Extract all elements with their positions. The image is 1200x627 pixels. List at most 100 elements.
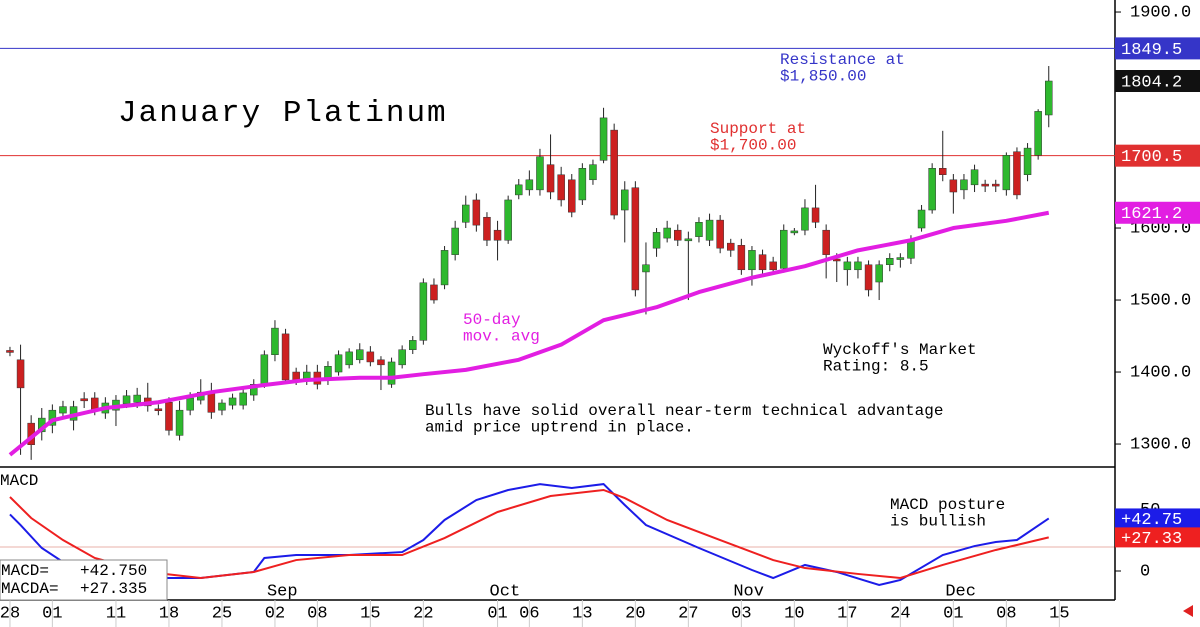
y-tick-label: 1900.0 <box>1130 4 1191 23</box>
candle-body <box>928 168 936 211</box>
candle-body <box>80 398 88 402</box>
candle-body <box>356 349 364 361</box>
x-tick-label: 15 <box>1049 604 1069 623</box>
y-tick-label: 1600.0 <box>1130 220 1191 239</box>
candle-body <box>366 351 375 363</box>
candle-body <box>515 184 523 196</box>
candle-body <box>578 168 587 201</box>
moving-average-annotation: mov. avg <box>463 328 540 346</box>
legend-name: MACDA= <box>1 580 59 598</box>
candle-body <box>260 354 269 386</box>
candle-body <box>705 219 714 241</box>
candle-body <box>16 359 25 389</box>
candle-body <box>59 406 67 414</box>
legend-name: MACD= <box>1 562 49 580</box>
macd-value-box <box>1115 508 1200 529</box>
candle-body <box>589 164 597 181</box>
x-tick-label: 18 <box>159 604 179 623</box>
last-close-box <box>1115 70 1200 93</box>
annotation: Wyckoff's Market <box>823 341 977 359</box>
candle-body <box>207 391 216 413</box>
support-annotation: Support at <box>710 120 806 138</box>
x-tick-label: 10 <box>784 604 804 623</box>
candle-body <box>239 392 247 406</box>
moving-average-line <box>8 210 1050 457</box>
candle-body <box>430 284 438 301</box>
candle-body <box>557 174 565 201</box>
candle-body <box>472 199 481 226</box>
annotation: Rating: 8.5 <box>823 358 929 376</box>
x-month-label: Nov <box>733 582 764 601</box>
candle-body <box>419 282 428 341</box>
candle-body <box>165 402 173 431</box>
moving-average-box <box>1115 201 1200 224</box>
legend-value: +42.750 <box>80 562 147 580</box>
candle-body <box>377 359 385 366</box>
candle-body <box>716 219 724 249</box>
candle-body <box>536 156 544 191</box>
x-tick-label: 27 <box>678 604 698 623</box>
candle-body <box>801 207 809 231</box>
candle-body <box>854 261 862 271</box>
x-tick-label: 20 <box>625 604 645 623</box>
support-label: 1700.5 <box>1121 148 1182 167</box>
resistance-label: 1849.5 <box>1121 41 1182 60</box>
candle-body <box>133 394 141 403</box>
candle-body <box>504 199 512 241</box>
candle-body <box>843 261 852 271</box>
x-month-label: Dec <box>945 582 976 601</box>
macd-y-tick-label: 0 <box>1140 562 1150 581</box>
candle-body <box>674 229 682 241</box>
legend-box <box>0 559 168 601</box>
candle-body <box>917 209 926 229</box>
candle-body <box>525 179 534 191</box>
candle-body <box>864 264 873 291</box>
macd-value-box <box>1115 527 1200 548</box>
macd-annotation: MACD posture <box>890 496 1005 514</box>
candle-body <box>642 264 650 273</box>
candle-body <box>451 227 459 255</box>
candle-body <box>727 242 735 251</box>
candle-body <box>6 350 14 353</box>
x-tick-label: 02 <box>265 604 285 623</box>
x-tick-label: 03 <box>731 604 751 623</box>
candle-body <box>568 179 576 213</box>
macd-value-label: +42.75 <box>1121 511 1182 530</box>
candle-body <box>833 258 841 262</box>
candle-body <box>737 245 746 271</box>
last-close-label: 1804.2 <box>1121 73 1182 92</box>
candle-body <box>398 349 406 366</box>
x-tick-label: 08 <box>996 604 1016 623</box>
x-month-label: Oct <box>490 582 521 601</box>
x-tick-label: 15 <box>360 604 380 623</box>
candle-body <box>345 351 353 366</box>
candle-body <box>960 179 968 191</box>
candle-body <box>748 250 756 271</box>
candle-body <box>981 183 989 187</box>
x-tick-label: 11 <box>106 604 126 623</box>
candle-body <box>684 238 693 242</box>
candle-body <box>780 229 788 269</box>
candle-body <box>1045 80 1053 116</box>
chart-title: January Platinum <box>118 96 448 131</box>
candle-body <box>440 250 449 286</box>
candle-body <box>271 327 279 356</box>
x-tick-label: 22 <box>413 604 433 623</box>
candle-body <box>652 232 661 249</box>
candle-body <box>949 179 958 193</box>
legend-value: +27.335 <box>80 580 147 598</box>
resistance-box <box>1115 37 1200 60</box>
moving-average-label: 1621.2 <box>1121 205 1182 224</box>
candle-body <box>811 207 820 223</box>
x-tick-label: 08 <box>307 604 327 623</box>
macd-value-label: +27.33 <box>1121 530 1182 549</box>
candle-body <box>907 240 915 259</box>
candle-body <box>599 117 608 161</box>
support-annotation: $1,700.00 <box>710 137 796 155</box>
x-month-label: Sep <box>267 582 298 601</box>
macd-title: MACD <box>0 472 38 490</box>
candle-body <box>546 164 555 193</box>
candle-body <box>621 189 629 211</box>
candle-body <box>409 340 417 350</box>
